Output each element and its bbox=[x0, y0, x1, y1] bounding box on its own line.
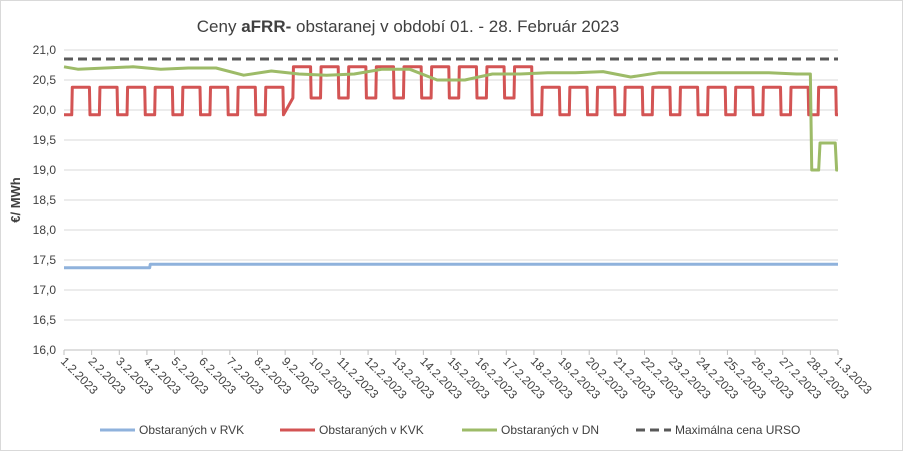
y-tick-label: 19,5 bbox=[33, 133, 57, 147]
legend-label: Maximálna cena URSO bbox=[675, 423, 800, 437]
legend-label: Obstaraných v KVK bbox=[319, 423, 424, 437]
y-tick-label: 17,0 bbox=[33, 283, 57, 297]
series-line bbox=[64, 65, 838, 117]
title-part: obstaranej v období 01. - 28. Február 20… bbox=[296, 17, 619, 36]
y-tick-label: 18,0 bbox=[33, 223, 57, 237]
y-tick-label: 20,5 bbox=[33, 73, 57, 87]
y-tick-label: 19,0 bbox=[33, 163, 57, 177]
y-axis-label: €/ MWh bbox=[8, 177, 23, 223]
legend-label: Obstaraných v DN bbox=[501, 423, 599, 437]
y-tick-label: 16,5 bbox=[33, 313, 57, 327]
y-tick-label: 17,5 bbox=[33, 253, 57, 267]
y-tick-label: 21,0 bbox=[33, 43, 57, 57]
y-tick-label: 20,0 bbox=[33, 103, 57, 117]
y-tick-label: 16,0 bbox=[33, 343, 57, 357]
legend-label: Obstaraných v RVK bbox=[139, 423, 244, 437]
title-part: Ceny bbox=[197, 17, 237, 36]
y-tick-label: 18,5 bbox=[33, 193, 57, 207]
series-line bbox=[64, 262, 838, 270]
chart-title: Ceny aFRR- obstaranej v období 01. - 28.… bbox=[197, 17, 619, 36]
title-part: aFRR- bbox=[241, 17, 291, 36]
series-line bbox=[63, 65, 839, 172]
